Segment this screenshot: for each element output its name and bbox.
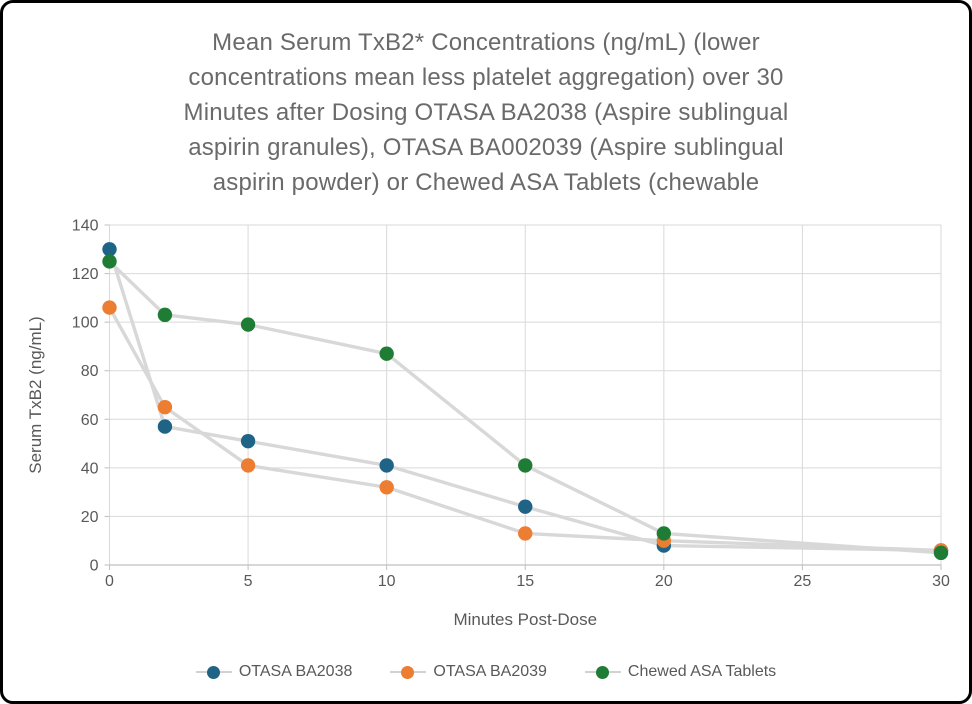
chart-title-line: aspirin powder) or Chewed ASA Tablets (c… bbox=[212, 169, 760, 196]
legend-item-chewed-asa-tablets: Chewed ASA Tablets bbox=[584, 663, 777, 681]
legend-marker-icon bbox=[584, 665, 621, 679]
chart-title-line: aspirin granules), OTASA BA002039 (Aspir… bbox=[188, 134, 784, 161]
svg-text:15: 15 bbox=[516, 573, 534, 590]
svg-text:20: 20 bbox=[655, 573, 673, 590]
chart-title-line: Mean Serum TxB2* Concentrations (ng/mL) … bbox=[212, 29, 760, 56]
svg-text:0: 0 bbox=[105, 573, 114, 590]
svg-text:80: 80 bbox=[81, 363, 99, 380]
chart-title: Mean Serum TxB2* Concentrations (ng/mL) … bbox=[3, 25, 969, 200]
svg-text:0: 0 bbox=[90, 558, 99, 575]
svg-text:Serum TxB2 (ng/mL): Serum TxB2 (ng/mL) bbox=[26, 316, 45, 473]
svg-text:140: 140 bbox=[72, 218, 99, 235]
svg-text:60: 60 bbox=[81, 412, 99, 429]
svg-text:100: 100 bbox=[72, 315, 99, 332]
svg-text:25: 25 bbox=[794, 573, 812, 590]
chart-title-line: concentrations mean less platelet aggreg… bbox=[188, 64, 784, 91]
svg-text:20: 20 bbox=[81, 509, 99, 526]
chart-title-line: Minutes after Dosing OTASA BA2038 (Aspir… bbox=[183, 99, 789, 126]
svg-text:120: 120 bbox=[72, 266, 99, 283]
legend-label: Chewed ASA Tablets bbox=[627, 663, 777, 680]
legend-label: OTASA BA2038 bbox=[238, 663, 353, 680]
legend-marker-icon bbox=[195, 665, 232, 679]
legend-label: OTASA BA2039 bbox=[433, 663, 547, 680]
plot-area: 0 5 10 15 20 25 30 0 20 40 60 80 100 120 140 Minutes Po… bbox=[26, 218, 950, 630]
legend-item-otasa-ba2038: OTASA BA2038 bbox=[195, 663, 353, 681]
svg-text:40: 40 bbox=[81, 460, 99, 477]
legend-item-otasa-ba2039: OTASA BA2039 bbox=[390, 663, 547, 681]
svg-text:5: 5 bbox=[244, 573, 253, 590]
legend-marker-icon bbox=[390, 665, 427, 679]
svg-text:Minutes Post-Dose: Minutes Post-Dose bbox=[453, 610, 597, 629]
svg-text:10: 10 bbox=[378, 573, 396, 590]
svg-text:30: 30 bbox=[932, 573, 950, 590]
legend: OTASA BA2038 OTASA BA2039 Chewed ASA Tab… bbox=[3, 663, 969, 681]
